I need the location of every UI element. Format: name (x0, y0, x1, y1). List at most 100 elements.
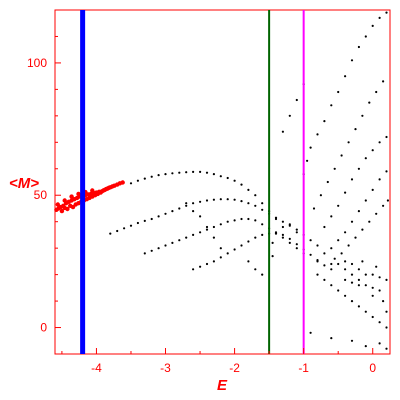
data-point (337, 239, 340, 242)
data-point (350, 273, 354, 276)
data-point (247, 240, 250, 243)
data-point (185, 236, 188, 239)
data-point (157, 215, 160, 218)
data-point (281, 233, 284, 236)
data-point (337, 262, 340, 266)
data-point (347, 141, 350, 144)
data-point (254, 194, 257, 197)
data-point (375, 90, 378, 94)
data-point (205, 171, 209, 174)
data-point (368, 220, 371, 223)
data-point (157, 247, 160, 250)
data-point (306, 159, 309, 162)
data-point (143, 177, 146, 180)
data-point (333, 257, 336, 260)
data-point (378, 289, 381, 292)
data-point (364, 310, 367, 313)
data-point (357, 210, 360, 213)
data-point (59, 208, 65, 214)
data-point (219, 198, 222, 201)
data-point (350, 281, 354, 284)
data-point (164, 244, 167, 247)
data-point (129, 182, 133, 185)
data-point (330, 262, 333, 266)
data-point (330, 268, 333, 271)
data-point (65, 206, 70, 212)
data-point (364, 284, 367, 287)
data-point (382, 300, 385, 303)
data-point (233, 219, 236, 222)
x-axis-ticks: -4 -3 -2 -1 0 (61, 348, 376, 375)
data-point (136, 179, 139, 182)
data-point (123, 227, 126, 230)
data-point (378, 16, 381, 19)
data-point (171, 172, 174, 175)
data-point (309, 239, 312, 242)
data-point (271, 255, 274, 258)
data-point (261, 273, 264, 276)
data-point (157, 174, 160, 177)
data-point (288, 241, 291, 244)
data-point (316, 260, 319, 263)
data-point (281, 130, 284, 133)
data-point (350, 220, 354, 223)
data-point (295, 243, 298, 246)
data-point (199, 265, 202, 268)
data-point (205, 262, 209, 266)
data-point (361, 260, 364, 263)
data-point (205, 225, 209, 229)
data-point (69, 194, 74, 199)
data-point (344, 268, 347, 271)
data-point (385, 310, 388, 313)
data-point (350, 59, 354, 62)
data-point (364, 199, 367, 202)
data-point (323, 278, 326, 281)
data-point (316, 273, 319, 276)
data-point (233, 198, 236, 201)
data-point (247, 202, 250, 205)
x-tick-label: -2 (229, 361, 240, 375)
data-point (344, 231, 347, 234)
data-point (357, 284, 360, 287)
data-point (385, 278, 388, 281)
data-point (337, 289, 340, 292)
data-point (368, 101, 371, 104)
data-point (212, 198, 215, 201)
data-point (226, 198, 229, 201)
data-point (254, 219, 257, 222)
data-point (357, 45, 360, 49)
data-point (375, 265, 378, 268)
data-point (371, 24, 374, 27)
data-point (382, 80, 385, 83)
data-point (192, 210, 195, 213)
data-point (109, 232, 112, 235)
data-point (240, 183, 243, 186)
x-axis-label: E (217, 377, 228, 394)
data-point (330, 284, 333, 287)
data-point (323, 225, 326, 229)
data-point (333, 167, 336, 170)
data-point (254, 204, 257, 207)
vertical-lines (80, 10, 305, 354)
data-point (240, 217, 243, 221)
data-point (185, 171, 188, 174)
data-point (337, 90, 340, 94)
data-point (226, 252, 229, 255)
data-point (357, 278, 360, 281)
data-point (323, 264, 326, 267)
data-point (371, 149, 374, 152)
data-point (199, 170, 202, 173)
data-point (344, 260, 347, 263)
data-point (164, 173, 167, 176)
x-tick-label: 0 (369, 361, 376, 375)
data-point (337, 204, 340, 207)
data-point (350, 339, 354, 342)
data-point (371, 294, 374, 297)
data-point (375, 212, 378, 215)
data-point (247, 217, 250, 221)
data-point (344, 191, 347, 194)
data-point (261, 223, 264, 226)
data-point (226, 220, 229, 223)
y-tick-label: 100 (27, 56, 47, 70)
